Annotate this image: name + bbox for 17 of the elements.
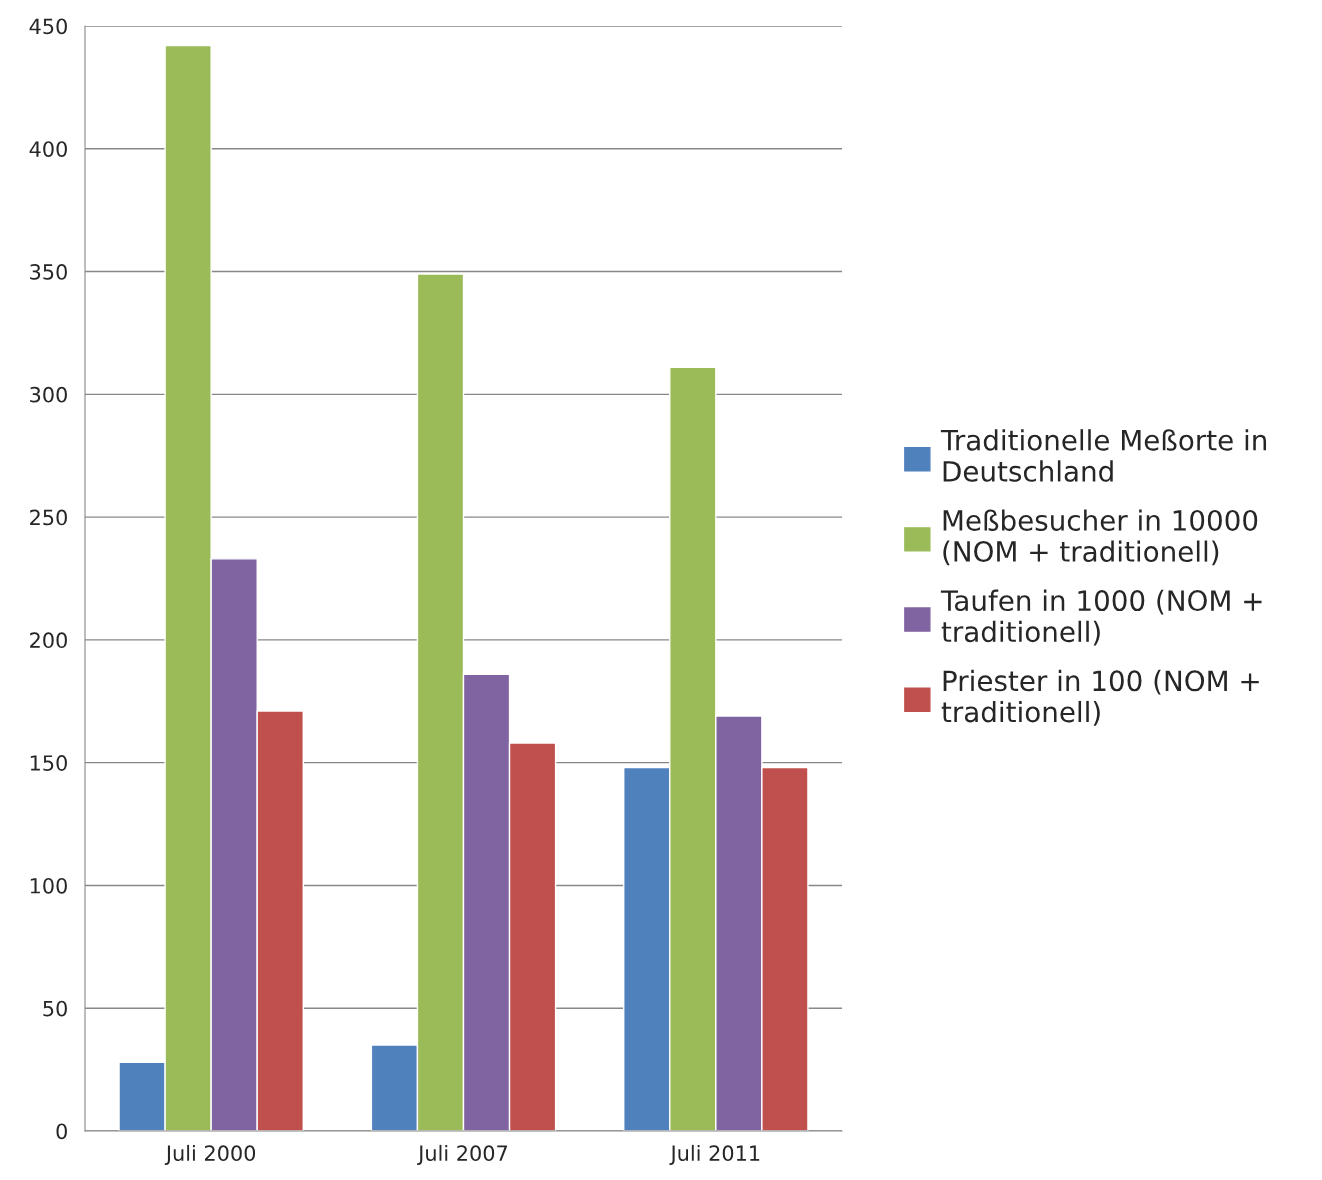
y-tick-label: 150: [30, 755, 67, 771]
y-tick-label: 50: [43, 1000, 67, 1017]
legend-label: Meßbesucher in 10000 (NOM + traditionell): [943, 509, 1258, 566]
y-tick-label: 0: [56, 1123, 67, 1140]
x-tick-label: Juli 2007: [417, 1144, 507, 1165]
y-tick-label: 350: [30, 264, 67, 280]
legend-label: Traditionelle Meßorte in Deutschland: [940, 429, 1267, 482]
x-tick-label: Juli 2011: [669, 1144, 760, 1165]
legend-label: Taufen in 1000 (NOM + traditionell): [940, 589, 1262, 646]
y-tick-label: 200: [30, 632, 67, 649]
y-tick-label: 100: [30, 877, 67, 894]
y-tick-label: 300: [30, 386, 67, 403]
y-tick-label: 250: [30, 509, 67, 526]
x-tick-label: Juli 2000: [164, 1144, 256, 1165]
y-tick-label: 400: [29, 141, 67, 157]
legend-label: Priester in 100 (NOM + traditionell): [941, 669, 1259, 726]
y-tick-label: 450: [29, 18, 67, 35]
